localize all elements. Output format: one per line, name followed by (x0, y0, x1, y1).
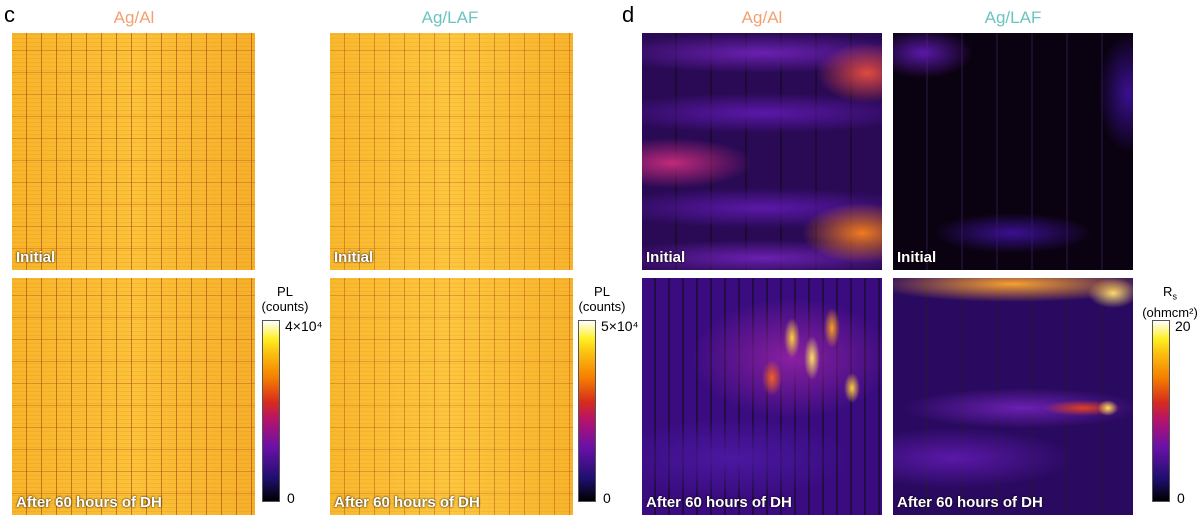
colorbar-pl-ag-laf (578, 320, 596, 502)
pl-map-ag-laf-after-dh: After 60 hours of DH (330, 278, 573, 515)
colorbar-min: 0 (1177, 490, 1185, 506)
row-label: After 60 hours of DH (334, 494, 480, 511)
colorbar-title: Rs (ohmcm²) (1142, 284, 1198, 320)
row-label: After 60 hours of DH (897, 494, 1043, 511)
row-label: Initial (897, 249, 937, 266)
colorbar-rs (1152, 320, 1170, 502)
pl-map-ag-al-initial: Initial (12, 33, 255, 270)
row-label: Initial (334, 249, 374, 266)
column-title-ag-al: Ag/Al (113, 8, 155, 27)
rs-map-ag-al-initial: Initial (642, 33, 882, 270)
colorbar-pl-ag-al (262, 320, 280, 502)
row-label: After 60 hours of DH (16, 494, 162, 511)
rs-map-ag-al-after-dh: After 60 hours of DH (642, 278, 882, 515)
panel-label-d: d (622, 2, 635, 27)
rs-map-ag-laf-initial: Initial (893, 33, 1133, 270)
row-label: Initial (16, 249, 56, 266)
row-label: Initial (646, 249, 686, 266)
column-title-ag-laf: Ag/LAF (421, 8, 479, 27)
rs-map-ag-laf-after-dh: After 60 hours of DH (893, 278, 1133, 515)
colorbar-title: PL (counts) (261, 284, 309, 314)
colorbar-max: 20 (1175, 318, 1191, 334)
colorbar-min: 0 (287, 490, 295, 506)
colorbar-max: 4×10⁴ (285, 318, 323, 334)
column-title-ag-laf: Ag/LAF (984, 8, 1042, 27)
pl-map-ag-laf-initial: Initial (330, 33, 573, 270)
colorbar-min: 0 (603, 490, 611, 506)
colorbar-title: PL (counts) (578, 284, 626, 314)
colorbar-max: 5×10⁴ (601, 318, 639, 334)
pl-map-ag-al-after-dh: After 60 hours of DH (12, 278, 255, 515)
row-label: After 60 hours of DH (646, 494, 792, 511)
column-title-ag-al: Ag/Al (741, 8, 783, 27)
panel-label-c: c (4, 2, 15, 27)
